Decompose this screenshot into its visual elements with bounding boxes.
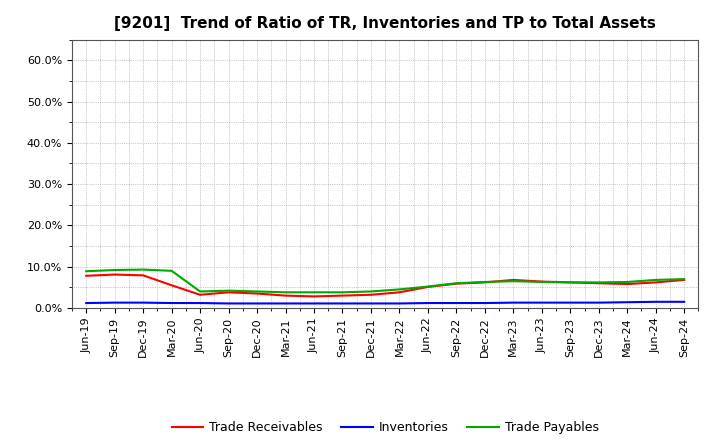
Trade Receivables	[82, 273, 91, 279]
Trade Payables	[225, 288, 233, 293]
Trade Receivables	[110, 272, 119, 277]
Line: Trade Receivables: Trade Receivables	[86, 275, 684, 297]
Inventories	[452, 301, 461, 306]
Trade Receivables	[196, 292, 204, 297]
Inventories	[82, 301, 91, 306]
Trade Payables	[310, 290, 318, 295]
Inventories	[509, 300, 518, 305]
Trade Receivables	[537, 279, 546, 284]
Trade Receivables	[253, 291, 261, 296]
Trade Payables	[139, 267, 148, 272]
Trade Payables	[82, 268, 91, 274]
Line: Trade Payables: Trade Payables	[86, 270, 684, 292]
Inventories	[395, 301, 404, 306]
Trade Payables	[537, 279, 546, 285]
Trade Payables	[366, 289, 375, 294]
Trade Receivables	[623, 282, 631, 287]
Inventories	[338, 301, 347, 306]
Trade Payables	[110, 268, 119, 273]
Inventories	[566, 300, 575, 305]
Trade Receivables	[338, 293, 347, 298]
Trade Receivables	[452, 281, 461, 286]
Title: [9201]  Trend of Ratio of TR, Inventories and TP to Total Assets: [9201] Trend of Ratio of TR, Inventories…	[114, 16, 656, 32]
Trade Payables	[395, 287, 404, 292]
Trade Payables	[423, 284, 432, 289]
Trade Payables	[680, 276, 688, 282]
Trade Receivables	[509, 277, 518, 282]
Trade Receivables	[139, 273, 148, 278]
Trade Receivables	[595, 281, 603, 286]
Inventories	[423, 301, 432, 306]
Trade Receivables	[167, 282, 176, 288]
Inventories	[310, 301, 318, 306]
Trade Payables	[480, 279, 489, 285]
Inventories	[680, 299, 688, 304]
Trade Payables	[566, 280, 575, 285]
Trade Receivables	[480, 280, 489, 285]
Legend: Trade Receivables, Inventories, Trade Payables: Trade Receivables, Inventories, Trade Pa…	[166, 416, 604, 439]
Trade Payables	[652, 277, 660, 282]
Inventories	[167, 301, 176, 306]
Inventories	[110, 300, 119, 305]
Inventories	[652, 299, 660, 304]
Inventories	[623, 300, 631, 305]
Trade Payables	[167, 268, 176, 274]
Trade Receivables	[225, 290, 233, 295]
Trade Receivables	[423, 284, 432, 290]
Trade Payables	[595, 280, 603, 285]
Trade Receivables	[395, 290, 404, 295]
Inventories	[480, 301, 489, 306]
Inventories	[282, 301, 290, 306]
Inventories	[595, 300, 603, 305]
Trade Receivables	[366, 292, 375, 297]
Trade Payables	[623, 279, 631, 285]
Inventories	[196, 301, 204, 306]
Trade Receivables	[652, 280, 660, 285]
Trade Payables	[196, 289, 204, 294]
Inventories	[225, 301, 233, 306]
Trade Receivables	[282, 293, 290, 298]
Inventories	[366, 301, 375, 306]
Inventories	[139, 300, 148, 305]
Line: Inventories: Inventories	[86, 302, 684, 304]
Trade Payables	[282, 290, 290, 295]
Trade Receivables	[566, 280, 575, 285]
Trade Receivables	[680, 277, 688, 282]
Inventories	[253, 301, 261, 306]
Trade Receivables	[310, 294, 318, 299]
Trade Payables	[338, 290, 347, 295]
Trade Payables	[253, 289, 261, 294]
Trade Payables	[452, 281, 461, 286]
Trade Payables	[509, 279, 518, 284]
Inventories	[537, 300, 546, 305]
